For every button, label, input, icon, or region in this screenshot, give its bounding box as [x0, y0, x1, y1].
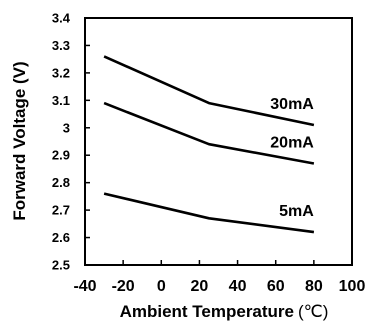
x-tick-label: 60: [267, 278, 285, 295]
x-tick-label: 0: [157, 278, 166, 295]
series-label-5mA: 5mA: [279, 203, 314, 220]
y-tick-label: 3.1: [52, 93, 70, 108]
x-axis: -40 -20 0 20 40 60 80 100: [73, 260, 365, 295]
y-tick-label: 3.3: [52, 38, 70, 53]
y-axis-title: Forward Voltage (V): [10, 61, 29, 220]
y-tick-label: 2.9: [52, 148, 70, 163]
y-tick-label: 2.6: [52, 230, 70, 245]
y-tick-label: 2.7: [52, 203, 70, 218]
series-lines: [103, 55, 315, 234]
y-axis: 2.5 2.6 2.7 2.8 2.9 3 3.1 3.2 3.3 3.4: [52, 11, 90, 273]
series-label-20mA: 20mA: [270, 134, 314, 151]
series-line-30mA: [103, 55, 315, 127]
x-tick-label: -20: [112, 278, 135, 295]
series-label-30mA: 30mA: [270, 96, 314, 113]
x-tick-label: 40: [229, 278, 247, 295]
series-line-5mA: [103, 192, 315, 234]
y-tick-label: 3: [63, 120, 70, 135]
x-tick-label: 100: [339, 278, 366, 295]
y-tick-label: 2.8: [52, 175, 70, 190]
x-tick-label: 80: [305, 278, 323, 295]
y-tick-label: 2.5: [52, 258, 70, 273]
y-tick-label: 3.2: [52, 65, 70, 80]
x-tick-label: -40: [73, 278, 96, 295]
y-tick-label: 3.4: [52, 11, 71, 26]
x-axis-title-text: Ambient Temperature: [120, 302, 294, 321]
x-axis-unit: (℃): [298, 302, 328, 321]
plot-frame: [84, 17, 353, 266]
series-labels: 30mA 20mA 5mA: [270, 96, 314, 220]
series-line-20mA: [103, 101, 315, 165]
x-tick-label: 20: [191, 278, 209, 295]
x-axis-title: Ambient Temperature (℃): [120, 302, 329, 321]
